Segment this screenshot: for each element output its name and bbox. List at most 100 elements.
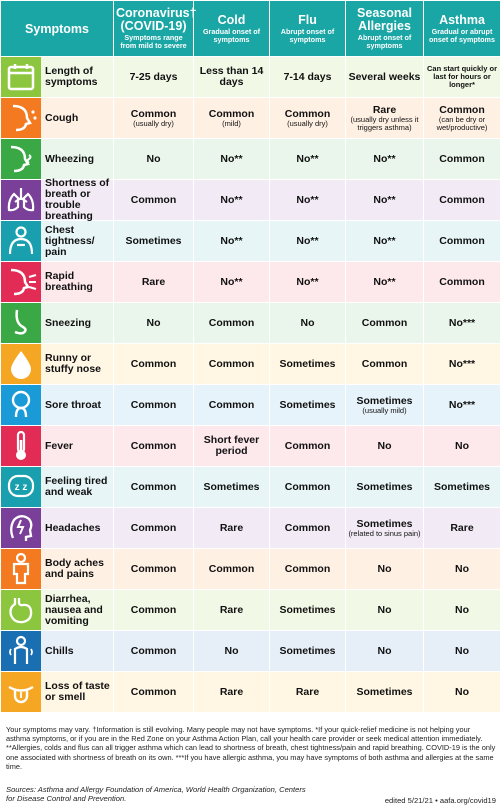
symptom-label: Loss of taste or smell [45,680,110,703]
cell-value: Short fever period [203,434,260,457]
cell-value: Common [284,439,331,452]
symptom-label: Feeling tired and weak [45,475,108,498]
table-row: Diarrhea, nausea and vomiting Common Rare S… [0,589,500,631]
cold-cell: Common [193,302,270,344]
covid-cell: Common (usually dry) [113,97,194,139]
covid-cell: Common [113,589,194,631]
asthma-cell: No [423,671,500,713]
symptom-cell: Length of symptoms [0,56,114,98]
cell-value: No*** [448,316,476,329]
wheezing-icon [1,139,41,179]
cell-value: Common [130,357,177,370]
cell-value: Common [284,107,331,120]
symptom-label: Cough [45,111,79,124]
sources-text: Sources: Asthma and Allergy Foundation o… [6,785,306,803]
symptom-label: Chest tightness/ pain [45,223,95,258]
cell-value: Sometimes [356,517,413,530]
symptom-cell: Rapid breathing [0,261,114,303]
sneezing-icon [1,303,41,343]
flu-cell: Sometimes [269,589,346,631]
asthma-cell: Common [423,179,500,221]
symptom-cell: Body aches and pains [0,548,114,590]
asthma-cell: No*** [423,302,500,344]
cell-value: Common [208,316,255,329]
table-header-row: Symptoms Coronavirus† (COVID-19) Symptoms… [0,0,500,57]
cell-value: No [377,439,392,452]
allergies-cell: Common [345,302,424,344]
allergies-cell: Sometimes [345,466,424,508]
flu-cell: No** [269,138,346,180]
flu-cell: Common (usually dry) [269,97,346,139]
cell-note: (can be dry or wet/productive) [436,114,488,132]
symptom-label: Wheezing [45,152,94,165]
symptom-label: Rapid breathing [45,270,93,293]
table-row: Loss of taste or smell Common Rare Rare Some… [0,671,500,713]
cell-value: Common [130,439,177,452]
symptom-label: Shortness of breath or trouble breathing [45,177,110,222]
table-row: Rapid breathing Rare No** No** No** Common [0,261,500,303]
cell-value: Common [208,398,255,411]
asthma-cell: Can start quickly or last for hours or l… [423,56,500,98]
header-allergies: Seasonal Allergies Abrupt onset of sympto… [345,0,424,57]
cell-value: No** [220,193,243,206]
calendar-icon [1,57,41,97]
symptom-cell: Runny or stuffy nose [0,343,114,385]
flu-cell: No** [269,261,346,303]
cell-value: Common [208,562,255,575]
cell-value: Common [439,275,485,288]
flu-cell: No [269,302,346,344]
cell-value: No [455,685,469,698]
asthma-cell: No*** [423,343,500,385]
symptom-label: Runny or stuffy nose [45,352,102,375]
cell-value: No** [373,275,396,288]
cell-value: Common [284,562,331,575]
table-row: Chills Common No Sometimes No No [0,630,500,672]
cell-value: Rare [295,685,320,698]
covid-cell: No [113,302,194,344]
allergies-cell: No [345,589,424,631]
covid-cell: Common [113,425,194,467]
cell-value: No [455,562,469,575]
cell-note: (usually dry) [133,118,174,128]
allergies-cell: Common [345,343,424,385]
covid-cell: Common [113,671,194,713]
flu-cell: 7-14 days [269,56,346,98]
allergies-cell: No [345,548,424,590]
cell-value: Rare [219,603,244,616]
covid-cell: Common [113,384,194,426]
allergies-cell: Several weeks [345,56,424,98]
symptom-cell: Sore throat [0,384,114,426]
stomach-icon [1,590,41,630]
cell-value: Sometimes [279,603,336,616]
cold-cell: No** [193,138,270,180]
cold-cell: No [193,630,270,672]
table-row: Body aches and pains Common Common Common No… [0,548,500,590]
header-symptoms: Symptoms [0,0,114,57]
cell-value: Sometimes [279,644,336,657]
flu-cell: No** [269,179,346,221]
cell-value: Sometimes [279,398,336,411]
cell-note: (related to sinus pain) [348,528,421,538]
allergies-cell: No** [345,179,424,221]
cell-value: 7-25 days [129,70,178,83]
table-row: Fever Common Short fever period Common No No [0,425,500,467]
symptom-label: Chills [45,644,74,657]
header-asthma: Asthma Gradual or abrupt onset of symptom… [423,0,500,57]
cell-value: Common [439,152,485,165]
asthma-cell: Common [423,138,500,180]
cell-value: Several weeks [348,70,421,83]
allergies-cell: Sometimes [345,671,424,713]
cell-value: Common [208,357,255,370]
cell-value: No** [373,152,396,165]
cell-value: No*** [448,398,476,411]
flu-cell: No** [269,220,346,262]
flu-cell: Common [269,507,346,549]
cell-value: No** [220,234,243,247]
cell-value: No [455,439,469,452]
flu-cell: Common [269,466,346,508]
cell-note: (mild) [222,118,241,128]
cell-note: (usually mild) [362,405,407,415]
flu-cell: Sometimes [269,630,346,672]
cell-value: Sometimes [356,394,413,407]
cell-value: No** [296,234,319,247]
